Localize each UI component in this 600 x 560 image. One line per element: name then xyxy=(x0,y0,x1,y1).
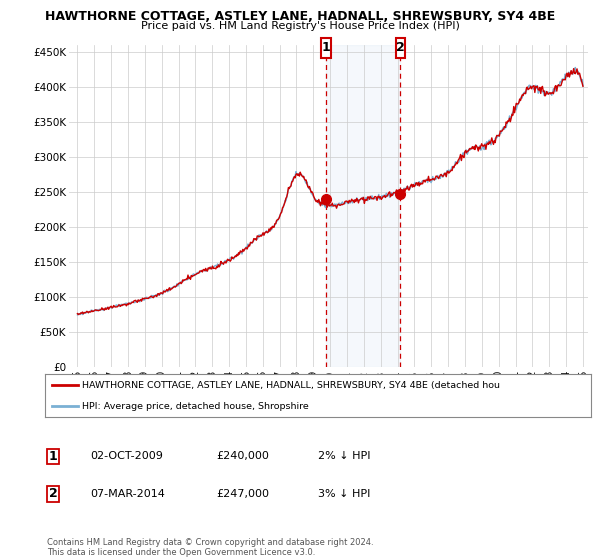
Text: HAWTHORNE COTTAGE, ASTLEY LANE, HADNALL, SHREWSBURY, SY4 4BE: HAWTHORNE COTTAGE, ASTLEY LANE, HADNALL,… xyxy=(45,10,555,23)
FancyBboxPatch shape xyxy=(396,38,405,58)
Text: 07-MAR-2014: 07-MAR-2014 xyxy=(90,489,165,499)
Text: HPI: Average price, detached house, Shropshire: HPI: Average price, detached house, Shro… xyxy=(82,402,309,411)
Text: 2% ↓ HPI: 2% ↓ HPI xyxy=(318,451,371,461)
Text: £247,000: £247,000 xyxy=(216,489,269,499)
Text: 3% ↓ HPI: 3% ↓ HPI xyxy=(318,489,370,499)
Text: 2: 2 xyxy=(49,487,58,501)
Text: HAWTHORNE COTTAGE, ASTLEY LANE, HADNALL, SHREWSBURY, SY4 4BE (detached hou: HAWTHORNE COTTAGE, ASTLEY LANE, HADNALL,… xyxy=(82,381,500,390)
FancyBboxPatch shape xyxy=(322,38,331,58)
Text: Contains HM Land Registry data © Crown copyright and database right 2024.
This d: Contains HM Land Registry data © Crown c… xyxy=(47,538,373,557)
Bar xyxy=(326,45,400,367)
Text: Price paid vs. HM Land Registry's House Price Index (HPI): Price paid vs. HM Land Registry's House … xyxy=(140,21,460,31)
Text: 02-OCT-2009: 02-OCT-2009 xyxy=(90,451,163,461)
Text: 2: 2 xyxy=(396,41,405,54)
Text: 1: 1 xyxy=(49,450,58,463)
Text: 1: 1 xyxy=(322,41,331,54)
Text: £240,000: £240,000 xyxy=(216,451,269,461)
